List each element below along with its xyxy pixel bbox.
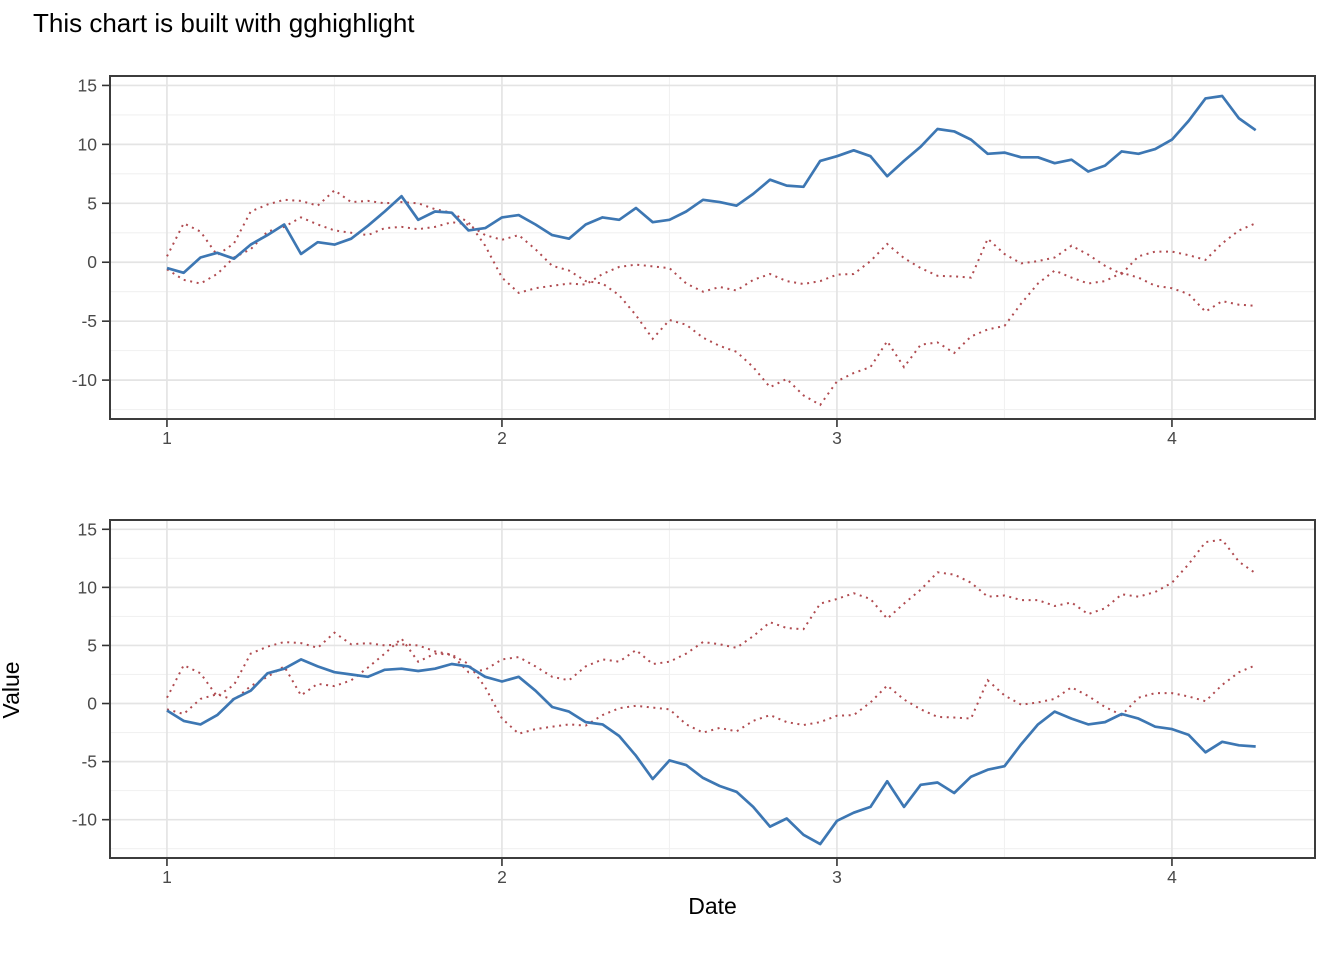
panel-background-top bbox=[110, 76, 1315, 419]
series-c-dotted-line bbox=[166, 216, 1256, 407]
x-tick-label: 1 bbox=[162, 867, 172, 887]
y-axis-label: Value bbox=[0, 661, 24, 719]
panel-background-bottom bbox=[110, 520, 1315, 858]
y-tick-label: 0 bbox=[87, 252, 97, 272]
panel-border-bottom bbox=[109, 519, 1316, 859]
y-tick-label: -10 bbox=[72, 810, 98, 830]
y-tick-label: 15 bbox=[78, 75, 97, 95]
y-tick-label: 15 bbox=[78, 519, 97, 539]
x-tick-label: 4 bbox=[1167, 867, 1177, 887]
y-tick-label: -10 bbox=[72, 370, 98, 390]
y-tick-label: 5 bbox=[87, 193, 97, 213]
series-c-highlighted-line bbox=[166, 658, 1256, 846]
y-tick-label: 10 bbox=[78, 577, 98, 597]
x-tick-label: 2 bbox=[497, 428, 507, 448]
x-tick-label: 2 bbox=[497, 867, 507, 887]
series-a-highlighted-line bbox=[166, 94, 1257, 275]
x-tick-label: 1 bbox=[162, 428, 172, 448]
y-tick-label: -5 bbox=[81, 752, 97, 772]
y-tick-label: 10 bbox=[78, 134, 98, 154]
series-a-dotted-line bbox=[166, 538, 1257, 716]
x-tick-label: 3 bbox=[832, 867, 842, 887]
series-b-dotted-line bbox=[166, 631, 1257, 735]
panel-border-top bbox=[109, 75, 1316, 420]
x-tick-label: 3 bbox=[832, 428, 842, 448]
x-tick-label: 4 bbox=[1167, 428, 1177, 448]
y-tick-label: 5 bbox=[87, 635, 97, 655]
chart-title: This chart is built with gghighlight bbox=[33, 8, 415, 38]
y-tick-label: 0 bbox=[87, 694, 97, 714]
y-tick-label: -5 bbox=[81, 311, 97, 331]
x-axis-label: Date bbox=[688, 893, 737, 919]
